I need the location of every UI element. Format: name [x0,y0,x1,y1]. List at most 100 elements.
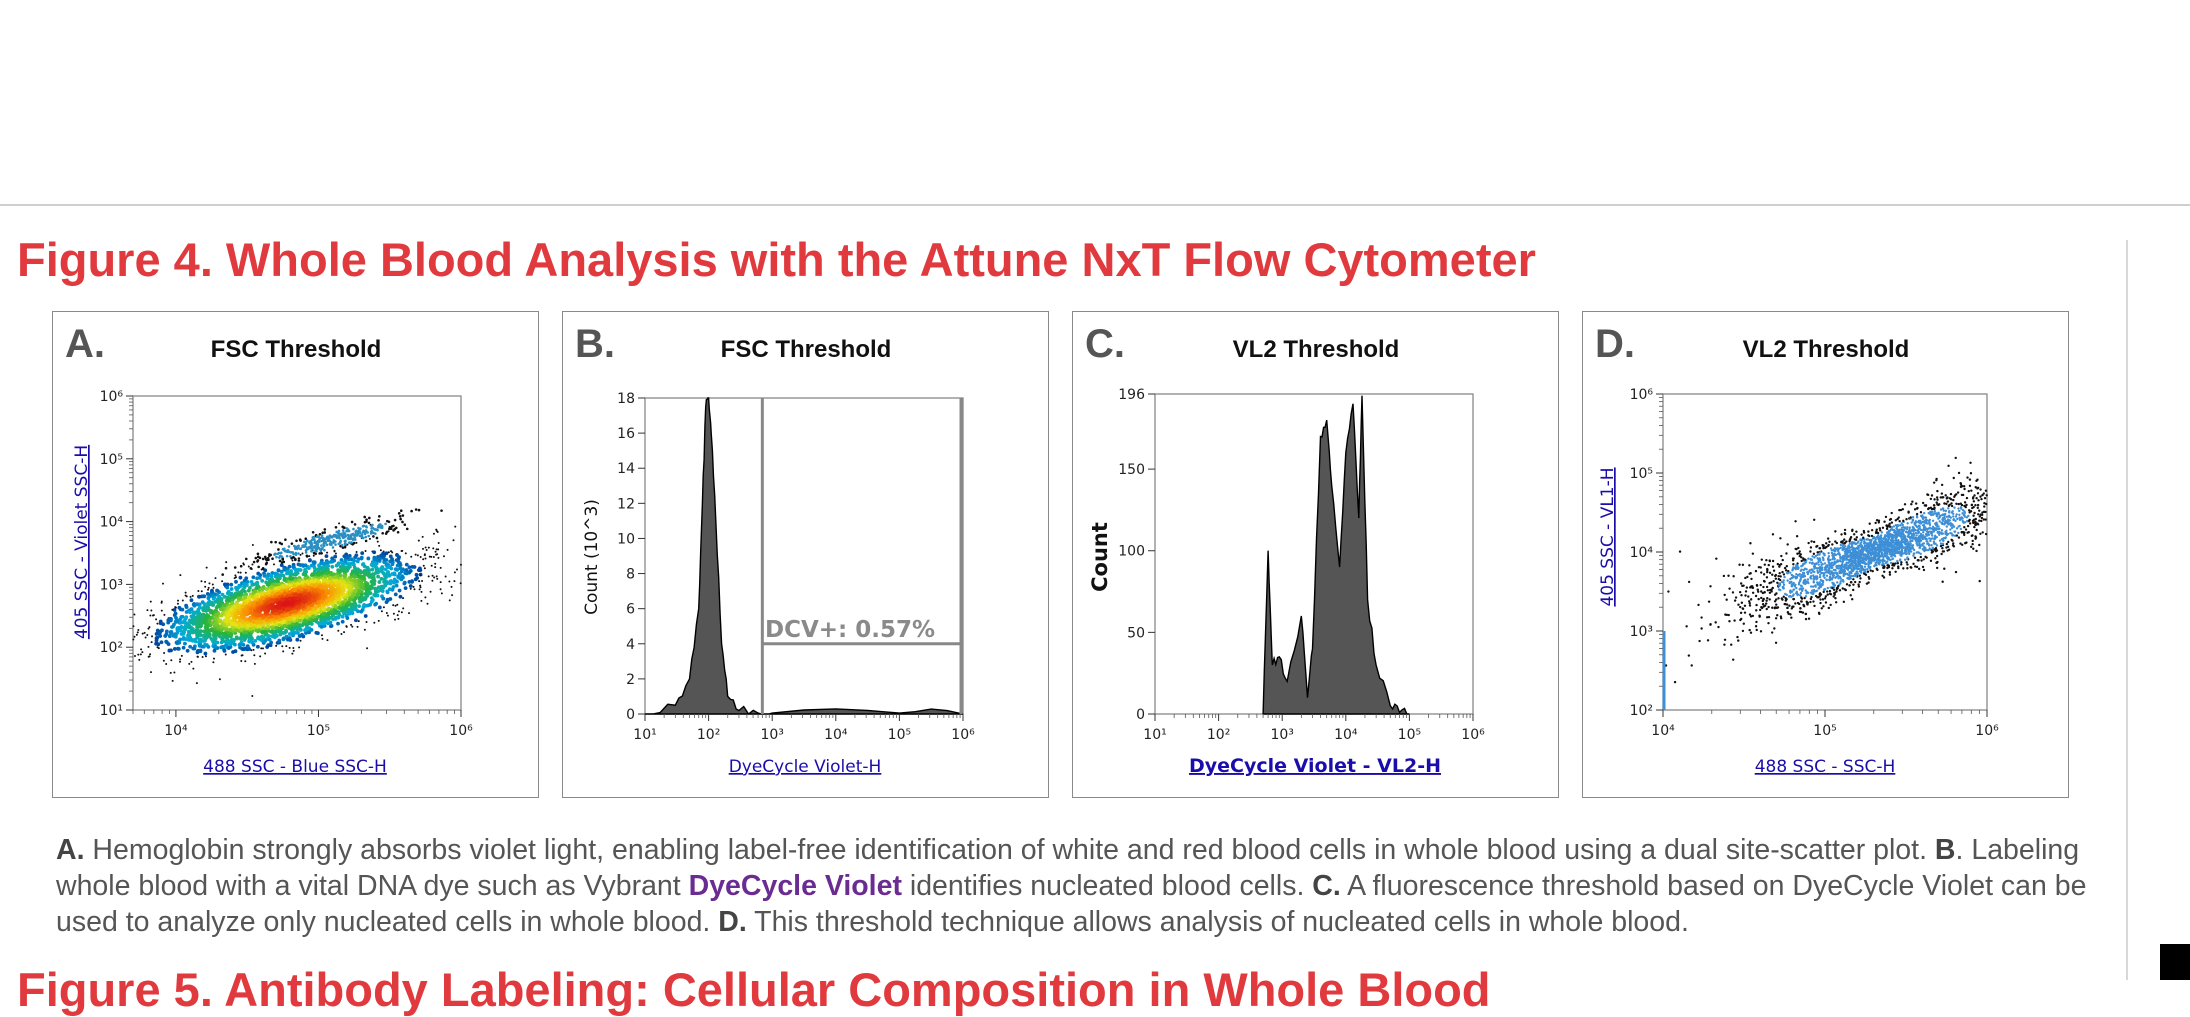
rbc-event [336,584,340,588]
rbc-event [223,649,227,653]
wbc-event [404,523,407,526]
wbc-event [385,532,388,535]
rbc-event [292,584,296,588]
rbc-event [424,557,426,559]
rbc-event [300,554,302,556]
rbc-event [253,654,255,656]
rbc-event [337,569,341,573]
wbc-event [297,545,300,548]
panel-c-xtick-label: 10² [1207,727,1230,743]
rbc-event [233,604,237,608]
rbc-event [137,631,139,633]
rbc-event [215,589,219,593]
rbc-event [361,562,365,566]
wbc-event [253,561,256,564]
rbc-event [295,638,299,642]
rbc-event [181,655,183,657]
rbc-event [246,645,250,649]
nucleated-event [1906,522,1908,524]
nucleated-event [1922,566,1924,568]
rbc-event [212,661,214,663]
rbc-event [321,638,323,640]
rbc-event [197,633,201,637]
nucleated-event [1950,493,1952,495]
rbc-event [191,647,195,651]
rbc-event [329,621,333,625]
rbc-event [335,553,337,555]
nucleated-event [1930,560,1932,562]
nucleated-event [1886,567,1888,569]
rbc-event [341,620,345,624]
rbc-event [265,601,269,605]
wbc-event [319,548,322,551]
nucleated-event [1807,542,1809,544]
rbc-event [283,592,287,596]
rbc-event [394,619,396,621]
rbc-event [175,641,179,645]
rbc-event [366,621,368,623]
nucleated-event [1780,617,1782,619]
rbc-event [162,583,164,585]
nucleated-event [1927,508,1929,510]
rbc-event [256,610,260,614]
rbc-event [304,627,308,631]
wbc-event [315,550,318,553]
rbc-event [164,640,168,644]
rbc-event [250,580,254,584]
wbc-event [321,531,324,534]
rbc-event [382,557,386,561]
panel-b-xlabel: DyeCycle Violet-H [729,757,882,777]
rbc-event [255,581,259,585]
panel-b-ytick-label: 10 [617,531,635,547]
rbc-event [358,620,360,622]
rbc-event [302,599,306,603]
rbc-event [357,604,361,608]
nucleated-event [1732,591,1734,593]
rbc-event [202,639,206,643]
rbc-event [240,572,242,574]
rbc-event [401,550,403,552]
rbc-event [321,569,325,573]
wbc-event [400,509,403,512]
rbc-event [298,646,300,648]
rbc-event [228,592,232,596]
nucleated-event [1819,576,1821,578]
nucleated-event [1977,499,1979,501]
rbc-event [163,660,165,662]
rbc-event [288,597,292,601]
rbc-event [221,593,225,597]
rbc-event [134,655,136,657]
rbc-event [298,627,302,631]
rbc-event [285,645,287,647]
nucleated-event [1879,527,1881,529]
wbc-event [268,553,271,556]
rbc-event [376,594,380,598]
nucleated-event [1741,602,1743,604]
rbc-event [327,584,331,588]
rbc-event [418,568,422,572]
rbc-event [336,594,340,598]
rbc-event [240,660,242,662]
rbc-event [437,557,439,559]
nucleated-event [1912,519,1914,521]
rbc-event [271,630,275,634]
nucleated-event [1912,563,1914,565]
rbc-event [275,598,279,602]
rbc-event [192,613,196,617]
wbc-event [386,520,389,523]
rbc-event [338,522,340,524]
wbc-event [341,544,344,547]
rbc-event [333,555,337,559]
rbc-event [395,558,399,562]
rbc-event [448,580,450,582]
nucleated-event [1759,609,1761,611]
nucleated-event [1822,575,1824,577]
rbc-event [149,615,151,617]
rbc-event [138,659,140,661]
rbc-event [326,639,328,641]
rbc-event [403,571,407,575]
rbc-event [146,634,148,636]
rbc-event [432,547,434,549]
